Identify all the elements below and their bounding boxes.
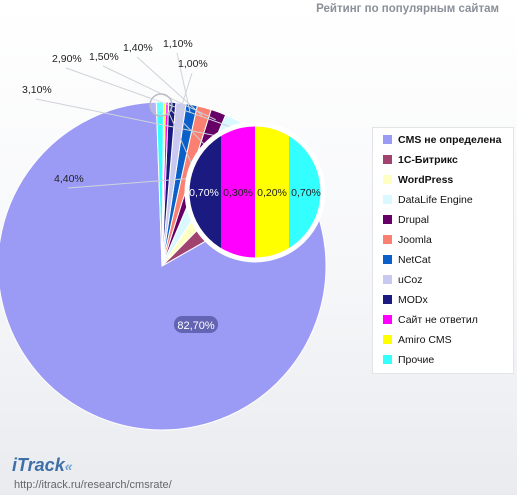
legend-swatch bbox=[383, 275, 392, 284]
zoom-connector-l2 bbox=[168, 112, 194, 168]
legend-label: NetCat bbox=[398, 254, 431, 266]
leader-line-joomla bbox=[136, 56, 203, 116]
logo-text: iTrack bbox=[12, 455, 65, 475]
legend-swatch bbox=[383, 155, 392, 164]
legend-item-прочие: Прочие bbox=[383, 352, 434, 368]
zoom-stripe-сайт-не-ответил bbox=[221, 124, 256, 260]
legend-swatch bbox=[383, 215, 392, 224]
zoom-label-modx: 0,70% bbox=[189, 187, 219, 199]
logo-arrows-icon: « bbox=[64, 458, 73, 474]
legend-item-joomla: Joomla bbox=[383, 232, 432, 248]
zoom-source-circle bbox=[149, 93, 173, 117]
legend-swatch bbox=[383, 295, 392, 304]
legend-item-cms-не-определена: CMS не определена bbox=[383, 132, 501, 148]
pie-slice-cms-не-определена bbox=[0, 101, 327, 431]
legend-item-datalife-engine: DataLife Engine bbox=[383, 192, 473, 208]
zoom-stripe-amiro-cms bbox=[255, 124, 290, 260]
pie-label-wordpress: 3,10% bbox=[22, 84, 52, 96]
legend-label: WordPress bbox=[398, 174, 454, 186]
pie-label-ucoz: 1,00% bbox=[178, 58, 208, 70]
legend-swatch bbox=[383, 255, 392, 264]
legend-label: Сайт не ответил bbox=[398, 314, 478, 326]
zoom-label-прочие: 0,70% bbox=[291, 187, 321, 199]
leader-line-datalife-engine bbox=[65, 67, 236, 129]
pie-label-1с-битрикс: 4,40% bbox=[54, 173, 84, 185]
legend-label: CMS не определена bbox=[398, 134, 502, 146]
pie-label-netcat: 1,10% bbox=[163, 38, 193, 50]
legend-label: uCoz bbox=[398, 274, 423, 286]
pie-label-joomla: 1,40% bbox=[123, 42, 153, 54]
legend-item-netcat: NetCat bbox=[383, 252, 431, 268]
legend-swatch bbox=[383, 355, 392, 364]
legend-swatch bbox=[383, 195, 392, 204]
zoom-label-сайт-не-ответил: 0,30% bbox=[223, 187, 253, 199]
legend-item-amiro-cms: Amiro CMS bbox=[383, 332, 452, 348]
legend-item-wordpress: WordPress bbox=[383, 172, 453, 188]
legend-label: DataLife Engine bbox=[398, 194, 473, 206]
legend-swatch bbox=[383, 315, 392, 324]
legend: CMS не определена 1С-Битрикс WordPress Data… bbox=[372, 127, 514, 374]
legend-label: MODx bbox=[398, 294, 428, 306]
legend-item-drupal: Drupal bbox=[383, 212, 429, 228]
pie-label-drupal: 1,50% bbox=[89, 51, 119, 63]
legend-label: 1С-Битрикс bbox=[398, 154, 458, 166]
legend-swatch bbox=[383, 235, 392, 244]
legend-item-modx: MODx bbox=[383, 292, 428, 308]
legend-label: Drupal bbox=[398, 214, 429, 226]
legend-item-сайт-не-ответил: Сайт не ответил bbox=[383, 312, 478, 328]
leader-line-netcat bbox=[176, 52, 191, 113]
legend-item-ucoz: uCoz bbox=[383, 272, 423, 288]
pie-label-cms-не-определена: 82,70% bbox=[177, 320, 215, 332]
legend-swatch bbox=[383, 175, 392, 184]
legend-item-1с-битрикс: 1С-Битрикс bbox=[383, 152, 458, 168]
chart-title: Рейтинг по популярным сайтам bbox=[316, 3, 499, 15]
legend-label: Amiro CMS bbox=[398, 334, 452, 346]
legend-label: Joomla bbox=[398, 234, 432, 246]
pie-label-datalife-engine: 2,90% bbox=[52, 53, 82, 65]
itrack-logo: iTrack« bbox=[12, 455, 73, 476]
legend-swatch bbox=[383, 135, 392, 144]
leader-line-ucoz bbox=[179, 72, 193, 112]
zoom-connector-l1 bbox=[170, 109, 206, 146]
zoom-circle bbox=[184, 121, 326, 263]
source-url: http://itrack.ru/research/cmsrate/ bbox=[14, 479, 172, 491]
pie-label-bg bbox=[174, 316, 218, 333]
legend-label: Прочие bbox=[398, 354, 435, 366]
legend-swatch bbox=[383, 335, 392, 344]
zoom-label-amiro-cms: 0,20% bbox=[257, 187, 287, 199]
